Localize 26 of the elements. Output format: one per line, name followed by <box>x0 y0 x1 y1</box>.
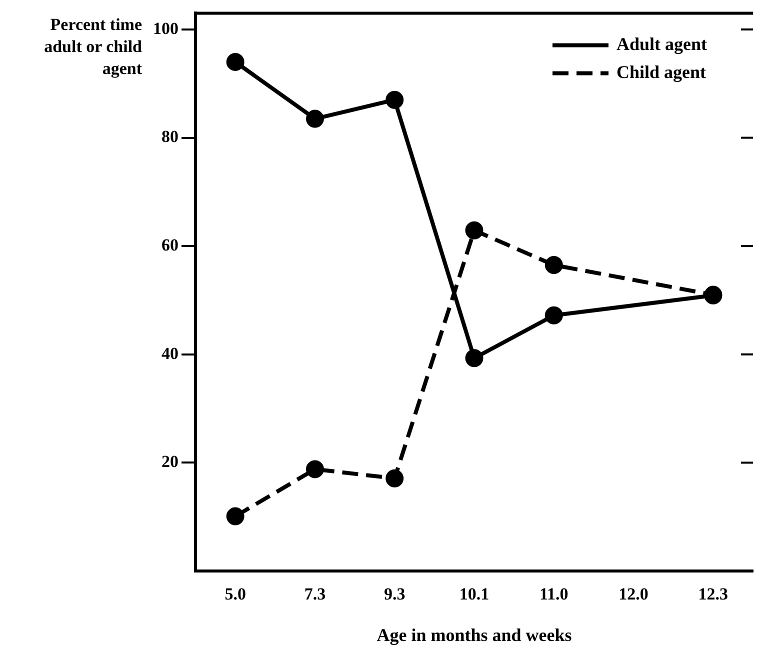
x-tick-label: 5.0 <box>224 584 246 604</box>
point <box>306 110 324 128</box>
y-tick-label: 40 <box>162 344 178 363</box>
y-axis-title: Percent time adult or child agent <box>43 14 142 80</box>
point <box>386 469 404 488</box>
point <box>465 221 484 240</box>
point <box>465 349 484 368</box>
x-tick-label: 9.3 <box>384 584 406 604</box>
point <box>226 52 244 71</box>
legend-label: Child agent <box>616 62 706 82</box>
point <box>386 90 404 109</box>
y-tick-label: 100 <box>153 18 178 38</box>
x-tick-label: 12.3 <box>698 584 728 604</box>
x-tick-label: 7.3 <box>304 584 326 604</box>
x-tick-label: 12.0 <box>618 584 648 604</box>
legend-label: Adult agent <box>616 34 708 54</box>
y-tick-label: 80 <box>162 127 178 146</box>
y-tick-label: 60 <box>162 235 178 254</box>
x-tick-label: 10.1 <box>459 584 490 604</box>
point <box>306 460 324 478</box>
x-axis-title: Age in months and weeks <box>376 624 572 645</box>
point <box>544 306 563 324</box>
y-tick-label: 20 <box>162 452 178 472</box>
x-tick-label: 11.0 <box>539 584 568 604</box>
point <box>226 507 244 526</box>
point <box>544 256 563 274</box>
